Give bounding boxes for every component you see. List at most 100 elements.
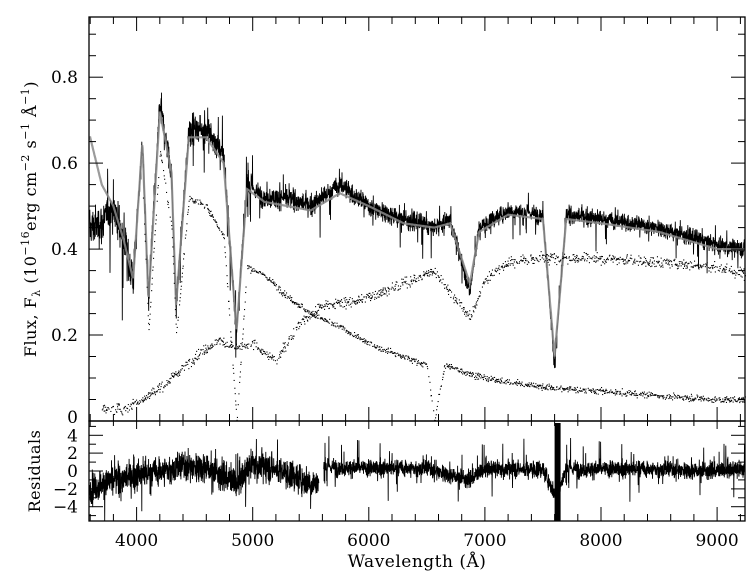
component-dot [544,387,546,389]
component-dot [223,337,225,339]
component-dot [602,394,604,396]
component-dot [175,323,177,325]
component-dot [488,271,490,273]
component-dot [465,371,467,373]
component-dot [224,246,226,248]
component-dot [509,264,511,266]
component-dot [342,306,344,308]
component-dot [290,297,292,299]
component-dot [640,392,642,394]
component-dot [167,202,169,204]
component-dot [218,339,220,341]
component-dot [413,359,415,361]
component-dot [610,259,612,261]
component-dot [219,337,221,339]
component-dot [428,275,430,277]
component-dot [173,263,175,265]
component-dot [273,356,275,358]
component-dot [430,389,432,391]
component-dot [715,400,717,402]
component-dot [410,276,412,278]
component-dot [741,398,743,400]
component-dot [259,271,261,273]
component-dot [237,404,239,406]
component-dot [198,358,200,360]
component-dot [402,282,404,284]
component-dot [179,300,181,302]
component-dot [433,410,435,412]
component-dot [180,369,182,371]
component-dot [538,388,540,390]
component-dot [117,406,119,408]
component-dot [409,286,411,288]
component-dot [726,266,728,268]
component-dot [602,389,604,391]
component-dot [462,310,464,312]
component-dot [590,257,592,259]
component-dot [358,336,360,338]
component-dot [452,298,454,300]
component-dot [671,265,673,267]
component-dot [458,370,460,372]
component-dot [279,354,281,356]
component-dot [490,275,492,277]
component-dot [360,338,362,340]
component-dot [556,264,558,266]
component-dot [711,266,713,268]
component-dot [378,349,380,351]
component-dot [286,297,288,299]
component-dot [560,385,562,387]
component-dot [319,307,321,309]
component-dot [435,273,437,275]
component-dot [543,258,545,260]
component-dot [260,273,262,275]
component-dot [550,387,552,389]
component-dot [310,314,312,316]
component-dot [278,292,280,294]
component-dot [536,259,538,261]
component-dot [520,256,522,258]
component-dot [576,386,578,388]
component-dot [338,300,340,302]
component-dot [187,213,189,215]
component-dot [738,397,740,399]
component-dot [569,389,571,391]
component-dot [706,262,708,264]
component-dot [426,273,428,275]
component-dot [587,253,589,255]
component-dot [527,261,529,263]
component-dot [247,268,249,270]
component-dot [119,408,121,410]
component-dot [144,223,146,225]
x-tick-label: 8000 [579,531,622,551]
component-dot [211,347,213,349]
component-dot [225,265,227,267]
component-dot [199,354,201,356]
component-dot [506,381,508,383]
component-dot [308,317,310,319]
component-dot [685,261,687,263]
component-dot [141,399,143,401]
component-dot [514,267,516,269]
component-dot [337,325,339,327]
component-dot [303,308,305,310]
component-dot [331,321,333,323]
component-dot [157,193,159,195]
component-dot [105,406,107,408]
component-dot [722,268,724,270]
component-dot [733,399,735,401]
component-dot [476,378,478,380]
component-dot [278,357,280,359]
component-dot [618,258,620,260]
component-dot [487,282,489,284]
component-dot [231,343,233,345]
component-dot [659,395,661,397]
model-spectrum-line [89,111,745,357]
component-dot [605,260,607,262]
component-dot [729,401,731,403]
component-dot [551,256,553,258]
component-dot [281,292,283,294]
component-dot [643,391,645,393]
component-dot [655,265,657,267]
component-dot [553,253,555,255]
